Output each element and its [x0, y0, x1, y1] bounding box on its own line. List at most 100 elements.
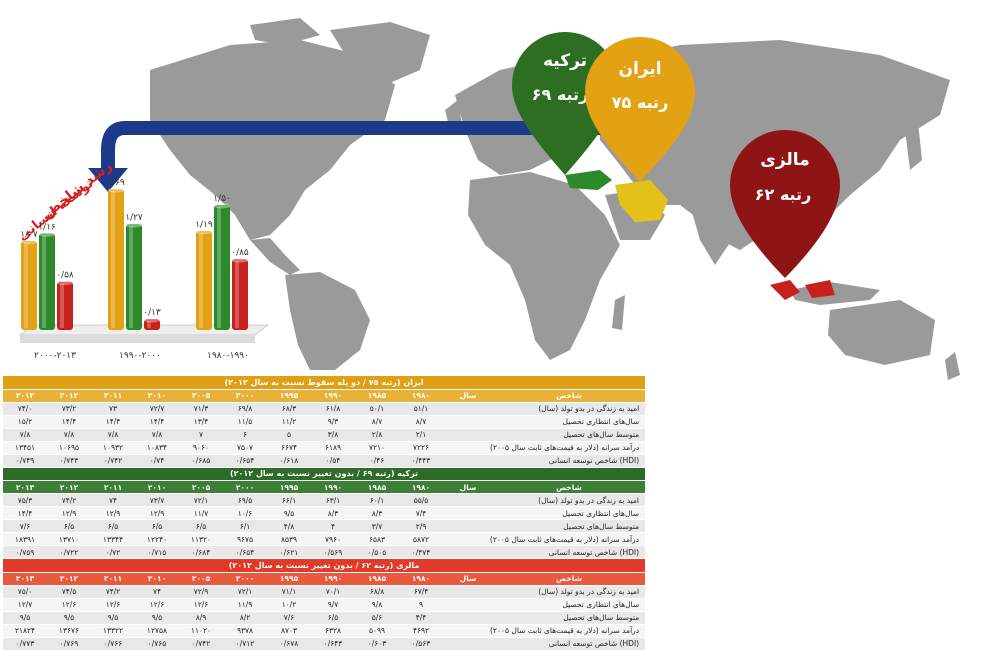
year-header: ۱۹۸۵ — [355, 389, 399, 403]
table-row: ۲۱۸۲۴ ۱۳۶۷۶ ۱۳۳۲۲ ۱۲۷۵۸ ۱۱۰۲۰ ۹۳۷۸ ۸۷۰۳ ۶۳۲۸ ۵۰۹… — [3, 624, 646, 638]
table-cell: ۷۱/۱ — [267, 585, 311, 599]
table-cell: ۷/۸ — [91, 428, 135, 442]
table-cell: ۷۰/۱ — [311, 585, 355, 599]
year-label-header: سال — [443, 389, 493, 403]
table-cell: ۱۸۳۹۱ — [3, 532, 47, 546]
table-cell: ۶ — [223, 428, 267, 442]
table-cell: ۱۱/۹ — [223, 598, 267, 612]
malaysia-borneo-highlight — [805, 280, 835, 298]
malaysia-pin: مالزی رتبه ۶۲ — [730, 130, 840, 278]
table-cell: ۸/۹ — [179, 611, 223, 625]
malaysia-highlight — [770, 280, 800, 300]
table-cell: ۰/۷۲ — [91, 545, 135, 559]
table-row: ۷/۶ ۶/۵ ۶/۵ ۶/۵ ۶/۵ ۶/۱ ۴/۸ ۴ ۳/۷ ۲/۹ متوسط سال‌ها… — [3, 519, 646, 533]
table-cell: ۹/۵ — [135, 611, 179, 625]
year-header: ۱۹۹۵ — [267, 480, 311, 494]
table-cell: ۱۳۴۵۱ — [3, 441, 47, 455]
table-header-row: ۲۰۱۳ ۲۰۱۲ ۲۰۱۱ ۲۰۱۰ ۲۰۰۵ ۲۰۰۰ ۱۹۹۵ ۱۹۹۰ ۱۹۸۵ ۱۹۸۰… — [3, 480, 646, 494]
table-cell: ۷۴/۵ — [47, 585, 91, 599]
table-header-row: ۲۰۱۳ ۲۰۱۲ ۲۰۱۱ ۲۰۱۰ ۲۰۰۵ ۲۰۰۰ ۱۹۹۵ ۱۹۹۰ ۱۹۸۵ ۱۹۸۰… — [3, 389, 646, 403]
table-cell: ۷۵/۳ — [3, 493, 47, 507]
table-title: مالزی (رتبه ۶۲ / بدون تغییر نسبت به سال … — [3, 559, 646, 573]
indicator-cell: امید به زندگی در بدو تولد (سال) — [443, 493, 646, 507]
indicator-cell: درآمد سرانه (دلار به قیمت‌های ثابت سال ۲… — [443, 532, 646, 546]
table-cell: ۱۲۲۴۰ — [135, 532, 179, 546]
table-cell: ۸۷۰۳ — [267, 624, 311, 638]
table-cell: ۶۳۲۸ — [311, 624, 355, 638]
table-cell: ۱۲۷۵۸ — [135, 624, 179, 638]
table-cell: ۹/۵ — [3, 611, 47, 625]
bar-value-label: ۰/۱۳ — [143, 308, 161, 318]
year-header: ۱۹۹۵ — [267, 389, 311, 403]
table-cell: ۶/۵ — [91, 519, 135, 533]
canada-islands-shape — [250, 18, 320, 45]
table-row: ۱۵/۲ ۱۴/۴ ۱۴/۴ ۱۴/۴ ۱۳/۴ ۱۱/۵ ۱۱/۲ ۹/۳ ۸/۷ ۸/۷ سال… — [3, 415, 646, 429]
indicator-cell: امید به زندگی در بدو تولد (سال) — [443, 402, 646, 416]
table-cell: ۰/۷۴۹ — [3, 454, 47, 468]
table-cell: ۱۴/۴ — [91, 415, 135, 429]
year-header: ۲۰۱۱ — [91, 572, 135, 586]
bar-1-1 — [126, 224, 142, 330]
table-cell: ۷۲/۷ — [135, 402, 179, 416]
table-cell: ۷/۶ — [3, 519, 47, 533]
table-cell: ۱۱۰۲۰ — [179, 624, 223, 638]
bar-value-label: ۱/۲۷ — [125, 213, 143, 223]
bar-2-1 — [144, 319, 160, 330]
year-header: ۲۰۱۰ — [135, 572, 179, 586]
table-cell: ۹/۳ — [311, 415, 355, 429]
malaysia-pin-rank: رتبه ۶۲ — [755, 185, 812, 204]
iran-highlight — [615, 180, 668, 222]
madagascar-shape — [612, 295, 625, 330]
indicator-cell: شاخص توسعه انسانی (HDI) — [443, 454, 646, 468]
table-cell: ۵۱/۱ — [399, 402, 443, 416]
table-cell: ۸/۲ — [223, 611, 267, 625]
table-cell: ۰/۴۴۳ — [399, 454, 443, 468]
year-header: ۲۰۱۱ — [91, 389, 135, 403]
iran-pin: ایران رتبه ۷۵ — [585, 37, 695, 182]
table-row: ۰/۷۷۳ ۰/۷۶۹ ۰/۷۶۶ ۰/۷۶۵ ۰/۷۴۲ ۰/۷۱۲ ۰/۶۷۸ ۰/۶۴۳… — [3, 637, 646, 651]
table-cell: ۶/۵ — [47, 519, 91, 533]
table-cell: ۶۸/۸ — [355, 585, 399, 599]
table-cell: ۰/۷۴۲ — [91, 454, 135, 468]
bar-value-label: ۱/۵۰ — [213, 194, 231, 204]
table-cell: ۶/۱ — [223, 519, 267, 533]
table-cell: ۶۵۸۳ — [355, 532, 399, 546]
table-cell: ۱۲/۹ — [91, 506, 135, 520]
indicator-cell: درآمد سرانه (دلار به قیمت‌های ثابت سال ۲… — [443, 624, 646, 638]
japan-shape — [905, 122, 922, 170]
bar-2-0 — [232, 259, 248, 330]
indicator-cell: امید به زندگی در بدو تولد (سال) — [443, 585, 646, 599]
table-cell: ۷۵۰۷ — [223, 441, 267, 455]
period-label: ۱۹۸۰-۱۹۹۰ — [207, 351, 249, 361]
table-title: ترکیه (رتبه ۶۹ / بدون تغییر نسبت به سال … — [3, 467, 646, 481]
hdi-bars: ۱/۱۹ ۱/۵۰ ۰/۸۵ ۱/۶۹ ۱/۲۷ ۰/۱۳ ۱/۰۷۱/۱۶ ۰/۵۸ — [20, 178, 249, 330]
table-cell: ۹/۷ — [311, 598, 355, 612]
table-cell: ۱۲/۶ — [47, 598, 91, 612]
table-cell: ۶۶/۱ — [267, 493, 311, 507]
table-cell: ۷۴/۰ — [3, 402, 47, 416]
table-cell: ۷۴ — [91, 493, 135, 507]
year-header: ۲۰۱۰ — [135, 389, 179, 403]
table-cell: ۹/۵ — [267, 506, 311, 520]
table-cell: ۲/۱ — [399, 428, 443, 442]
bar-0-0 — [196, 230, 212, 330]
bar-cap — [57, 280, 73, 286]
table-cell: ۶۹/۸ — [223, 402, 267, 416]
year-header: ۲۰۱۲ — [47, 572, 91, 586]
bar-highlight — [217, 207, 221, 328]
turkey-pin-rank: رتبه ۶۹ — [532, 85, 589, 104]
table-cell: ۷۱/۳ — [179, 402, 223, 416]
year-header: ۲۰۰۵ — [179, 480, 223, 494]
table-row: ۷۵/۰ ۷۴/۵ ۷۴/۲ ۷۴ ۷۲/۹ ۷۲/۱ ۷۱/۱ ۷۰/۱ ۶۸/۸ ۶۷/۴ ام… — [3, 585, 646, 599]
indicator-header: شاخص — [493, 572, 646, 586]
table-cell: ۷۲/۱ — [179, 493, 223, 507]
table-row: ۱۴/۴ ۱۲/۹ ۱۲/۹ ۱۲/۹ ۱۱/۷ ۱۰/۶ ۹/۵ ۸/۳ ۸/۳ ۷/۴ سال‌… — [3, 506, 646, 520]
year-header: ۱۹۹۰ — [311, 572, 355, 586]
table-cell: ۹ — [399, 598, 443, 612]
bar-highlight — [235, 261, 239, 328]
table-cell: ۰/۶۷۸ — [267, 637, 311, 651]
table-cell: ۹/۸ — [355, 598, 399, 612]
table-cell: ۰/۶۴۳ — [311, 637, 355, 651]
table-cell: ۸/۷ — [355, 415, 399, 429]
table-cell: ۱۴/۴ — [3, 506, 47, 520]
